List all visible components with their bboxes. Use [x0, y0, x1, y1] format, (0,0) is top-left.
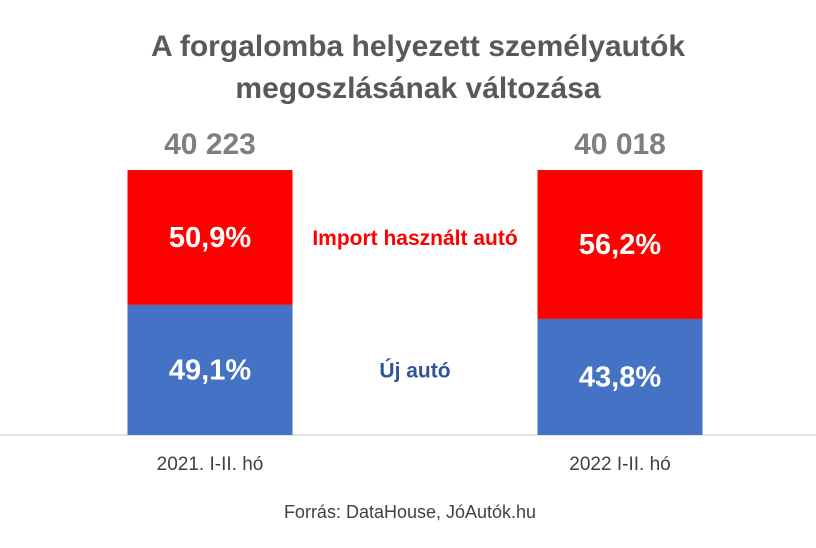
bar-segment [537, 318, 703, 435]
x-tick-label: 2022 I-II. hó [569, 454, 670, 475]
legend-label: Import használt autó [312, 227, 517, 250]
total-label: 40 223 [164, 128, 256, 161]
bar-segment [537, 170, 703, 319]
chart-title: A forgalomba helyezett személyautók [151, 30, 685, 63]
value-label: 50,9% [169, 222, 251, 254]
source: Forrás: DataHouse, JóAutók.hu [284, 502, 536, 522]
legend-label: Új autó [379, 358, 450, 382]
x-tick-label: 2021. I-II. hó [157, 454, 264, 475]
bar-segment [127, 304, 293, 435]
chart-title: megoszlásának változása [235, 72, 601, 105]
value-label: 49,1% [169, 355, 251, 387]
value-label: 56,2% [579, 229, 661, 261]
total-label: 40 018 [574, 128, 666, 161]
bar-segment [127, 170, 293, 305]
value-label: 43,8% [579, 362, 661, 394]
